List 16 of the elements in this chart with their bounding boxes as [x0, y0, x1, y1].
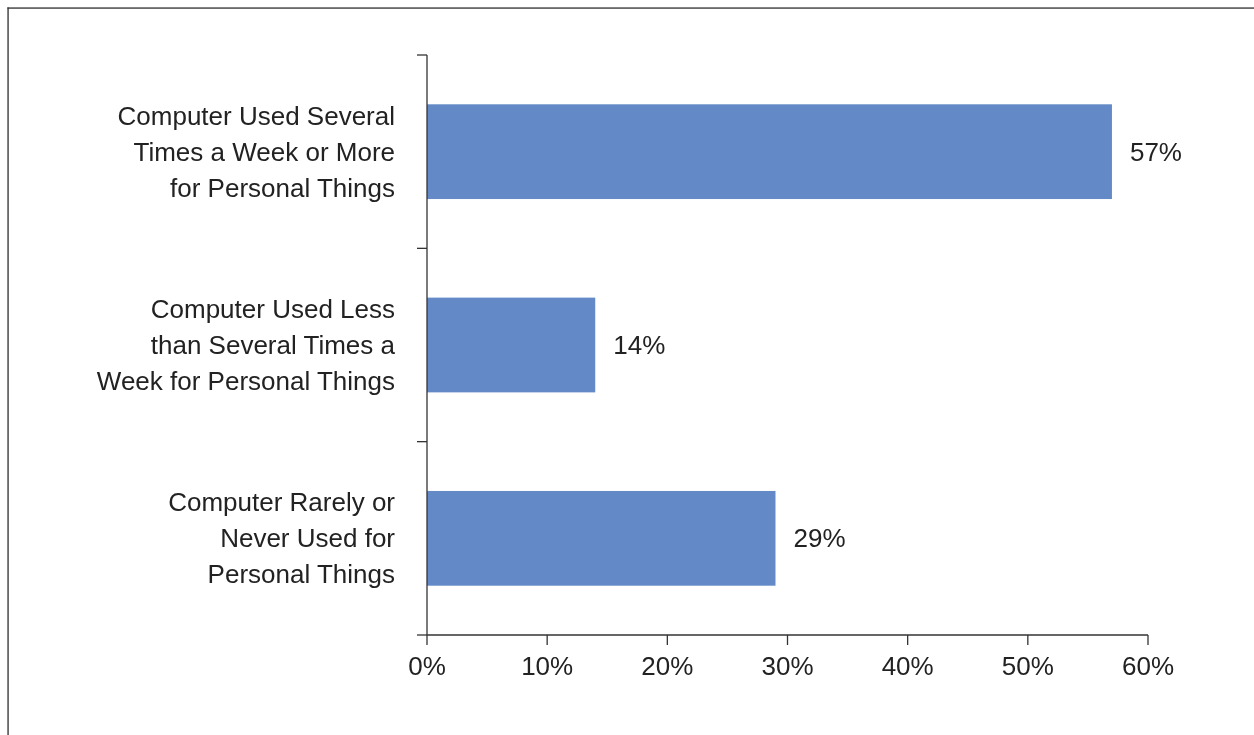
y-tick-label: Computer Used Several Times a Week or More for Personal Things: [117, 100, 395, 203]
x-tick-label: 0%: [408, 651, 446, 681]
x-tick-label: 60%: [1121, 651, 1175, 681]
x-tick-label: 30%: [761, 651, 814, 681]
x-tick-label: 10%: [521, 651, 574, 681]
bar: [427, 104, 1112, 200]
data-label: 57%: [1129, 136, 1182, 167]
y-tick-label: Computer Used Less than Several Times a Week for Personal Things: [96, 294, 396, 397]
bar: [427, 297, 596, 393]
x-tick-label: 20%: [641, 651, 694, 681]
x-tick-label: 50%: [1001, 651, 1054, 681]
data-label: 14%: [613, 330, 666, 361]
x-tick-label: 40%: [881, 651, 934, 681]
y-tick-label: Computer Rarely or Never Used for Personal Things: [168, 487, 396, 590]
data-label: 29%: [793, 523, 846, 554]
bar: [427, 490, 776, 586]
